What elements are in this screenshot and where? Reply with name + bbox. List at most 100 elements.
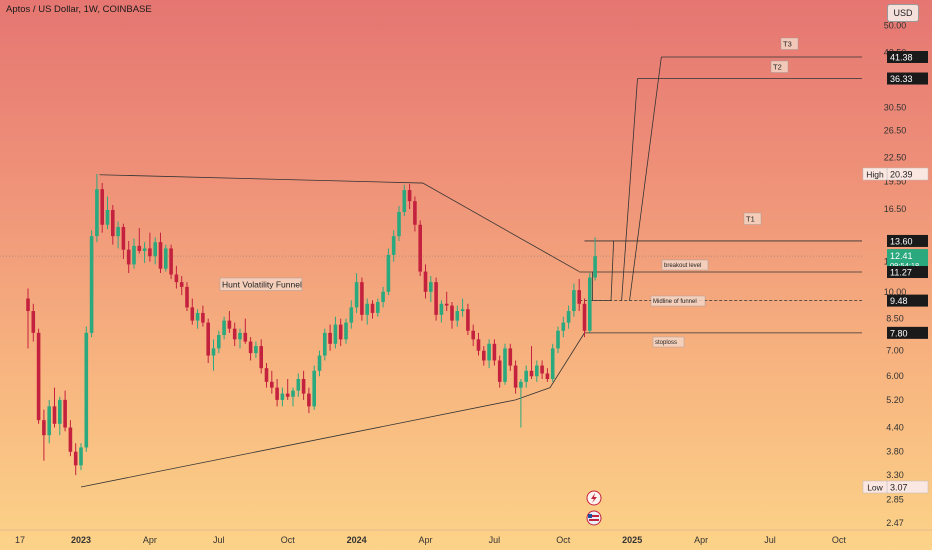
candle [466, 303, 470, 335]
candle-body [270, 381, 274, 388]
candle [142, 242, 147, 264]
candle-body [524, 370, 528, 382]
candle [105, 196, 110, 230]
candle [450, 302, 454, 329]
projection-base [592, 271, 611, 302]
candle-body [508, 348, 513, 366]
price-tag-bg [887, 234, 928, 247]
candle-body [280, 393, 285, 400]
candle [126, 240, 131, 274]
candle [540, 360, 544, 380]
candle [148, 232, 152, 262]
flag-stripe [589, 515, 599, 517]
candle-body [323, 332, 327, 356]
y-tick-label: 2.47 [886, 518, 904, 528]
candle [227, 311, 232, 333]
candle [529, 346, 534, 380]
candle-body [397, 212, 401, 237]
candle-body [365, 303, 369, 315]
candle [370, 300, 375, 319]
y-tick-label: 26.50 [884, 126, 907, 136]
candle-body [195, 312, 200, 321]
candle [248, 337, 253, 361]
candle [36, 328, 41, 424]
candle-body [328, 332, 332, 344]
candle [100, 183, 104, 233]
annotation-box [652, 336, 685, 348]
candle [508, 343, 513, 371]
candle [476, 332, 481, 356]
candle-body [185, 286, 189, 308]
candle-body [285, 393, 290, 397]
candle [238, 328, 242, 349]
flag-stripe [589, 519, 599, 521]
candle-body [84, 332, 89, 448]
projection-t1 [610, 240, 615, 301]
annotation-text: T3 [783, 40, 792, 49]
projection-t3 [629, 56, 662, 301]
candle [121, 223, 126, 259]
candle-body [307, 393, 311, 407]
candle-body [386, 254, 391, 292]
candle-body [68, 427, 73, 452]
funnel-lower-line [80, 332, 585, 488]
candle-body [497, 360, 502, 382]
candle-body [153, 242, 157, 257]
candle-body [169, 248, 173, 275]
annotation-text: Hunt Volatility Funnel [222, 280, 302, 290]
candle [153, 237, 157, 265]
candle-body [338, 324, 343, 340]
candle-body [450, 305, 454, 321]
candle [254, 341, 258, 358]
currency-button[interactable]: USD [887, 4, 919, 22]
price-tag-bg [887, 249, 928, 272]
annotation-box [743, 212, 762, 225]
candle [524, 365, 528, 388]
x-tick-label: 2025 [622, 535, 642, 545]
candle-body [344, 322, 348, 340]
candle [391, 230, 396, 262]
candle [79, 443, 83, 471]
candle-body [190, 307, 195, 321]
candle [169, 244, 173, 280]
candle-body [95, 189, 99, 237]
candle [158, 232, 163, 274]
candle-body [116, 226, 120, 237]
candle-body [301, 379, 306, 394]
x-tick-label: Apr [418, 535, 432, 545]
candle [497, 355, 502, 388]
candle [593, 237, 597, 281]
x-tick-label: 2024 [347, 535, 367, 545]
candle [291, 387, 295, 407]
candle-body [232, 328, 237, 340]
candle-body [513, 365, 518, 388]
candle [42, 409, 46, 461]
x-tick-label: Oct [281, 535, 296, 545]
x-tick-label: Apr [143, 535, 157, 545]
candle [111, 205, 115, 245]
y-tick-label: 30.50 [884, 102, 907, 112]
x-tick-label: Jul [764, 535, 776, 545]
candle [572, 283, 576, 317]
candle [195, 309, 200, 329]
price-tag: 13.60 [887, 234, 928, 247]
flag-canton [588, 514, 592, 518]
candle [89, 230, 94, 338]
annotation-box [770, 60, 789, 73]
candle-body [291, 390, 295, 397]
y-tick-label: 3.80 [886, 447, 904, 457]
candle-body [540, 365, 544, 374]
price-tag-name: High [866, 170, 884, 180]
candle-body [413, 201, 417, 225]
price-tag: 7.80 [887, 326, 928, 339]
price-tag-bg [887, 326, 928, 339]
candle [550, 343, 555, 382]
candle [535, 360, 539, 382]
candle-body [503, 348, 507, 382]
candle-body [429, 282, 433, 292]
candle-body [111, 209, 115, 237]
candle-body [201, 312, 205, 323]
price-countdown: 09:54:18 [890, 261, 919, 270]
